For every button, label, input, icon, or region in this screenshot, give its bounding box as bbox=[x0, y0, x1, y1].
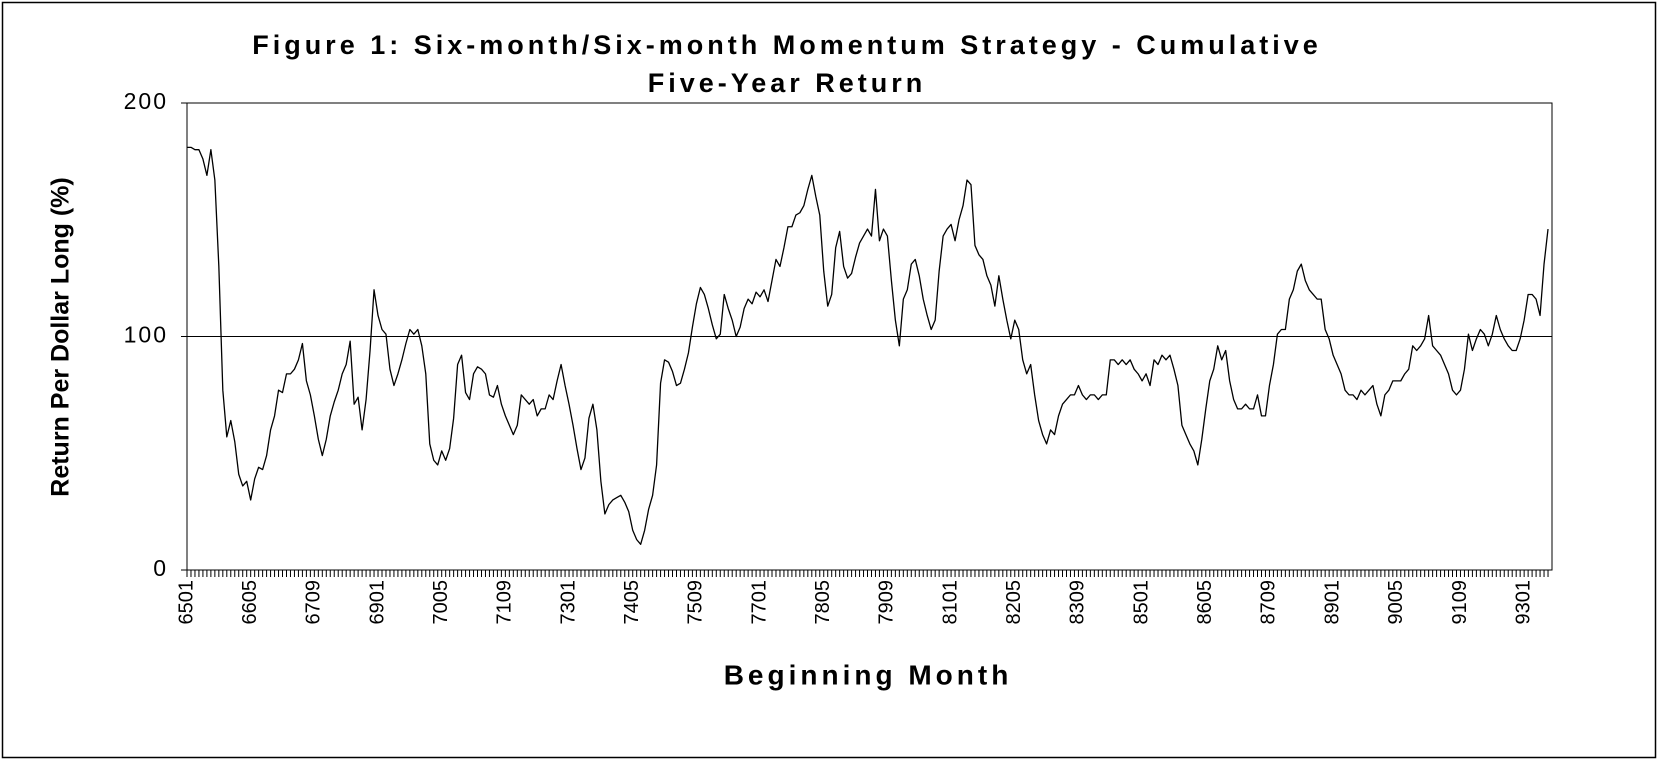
x-tick-label: 7109 bbox=[494, 580, 516, 625]
chart-title: Figure 1: Six-month/Six-month Momentum S… bbox=[252, 30, 1322, 60]
x-tick-label: 9301 bbox=[1512, 580, 1534, 625]
x-tick-label: 7701 bbox=[748, 580, 770, 625]
x-tick-label: 7405 bbox=[621, 580, 643, 625]
x-tick-label: 7301 bbox=[557, 580, 579, 625]
x-axis-title: Beginning Month bbox=[724, 659, 1013, 690]
x-tick-label: 8205 bbox=[1003, 580, 1025, 625]
y-axis-title: Return Per Dollar Long (%) bbox=[47, 177, 75, 496]
x-tick-label: 8901 bbox=[1321, 580, 1343, 625]
y-tick-label: 100 bbox=[124, 322, 168, 348]
x-tick-label: 9005 bbox=[1385, 580, 1407, 625]
x-tick-label: 7805 bbox=[812, 580, 834, 625]
x-tick-label: 8709 bbox=[1258, 580, 1280, 625]
x-tick-label: 6501 bbox=[175, 580, 197, 625]
x-tick-label: 7909 bbox=[876, 580, 898, 625]
data-line bbox=[187, 146, 1549, 545]
x-tick-label: 7509 bbox=[685, 580, 707, 625]
x-tick-label: 8101 bbox=[939, 580, 961, 625]
x-tick-label: 7005 bbox=[430, 580, 452, 625]
x-tick-label: 9109 bbox=[1449, 580, 1471, 625]
x-tick-label: 8309 bbox=[1067, 580, 1089, 625]
x-tick-label: 8605 bbox=[1194, 580, 1216, 625]
x-tick-label: 8501 bbox=[1130, 580, 1152, 625]
y-tick-label: 200 bbox=[124, 88, 168, 114]
y-tick-label: 0 bbox=[153, 555, 168, 581]
x-tick-label: 6605 bbox=[239, 580, 261, 625]
x-tick-label: 6709 bbox=[303, 580, 325, 625]
chart-title: Five-Year Return bbox=[648, 68, 927, 98]
x-tick-label: 6901 bbox=[366, 580, 388, 625]
